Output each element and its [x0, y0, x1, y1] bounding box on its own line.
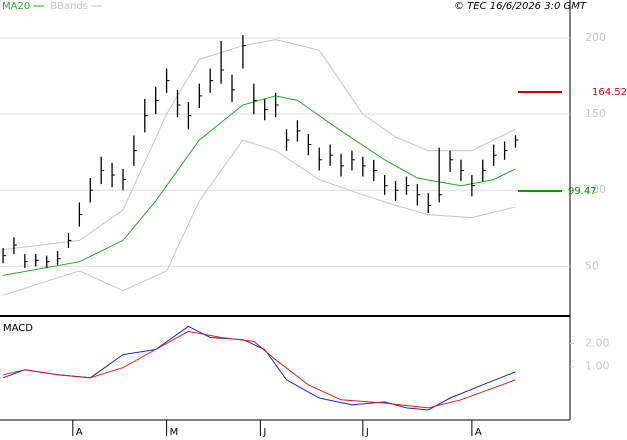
- y-tick-label: 100: [585, 183, 606, 196]
- y-tick-label: 150: [585, 107, 606, 120]
- y-tick-label: 200: [585, 31, 606, 44]
- price-marker-label: 164.52: [592, 87, 627, 98]
- indicator-line: [2, 139, 516, 296]
- macd-line: [2, 330, 516, 409]
- y-tick-label: 2.00: [585, 337, 610, 350]
- macd-line: [2, 325, 516, 411]
- price-marker-label: 99.47: [568, 186, 597, 197]
- indicator-line: [3, 39, 516, 251]
- x-tick-label: M: [170, 427, 179, 438]
- x-tick-label: J: [365, 427, 369, 438]
- panel-title: MACD: [3, 323, 33, 334]
- y-tick-label: 50: [585, 259, 599, 272]
- y-tick-label: 1.00: [585, 360, 610, 373]
- indicator-line: [3, 95, 516, 276]
- legend-label: MA20: [2, 1, 30, 12]
- x-tick-label: A: [76, 427, 83, 438]
- legend-label: BBands: [50, 1, 88, 12]
- credit: © TEC 16/6/2026 3:0 GMT: [454, 1, 587, 12]
- x-tick-label: A: [475, 427, 482, 438]
- x-tick-label: J: [262, 427, 266, 438]
